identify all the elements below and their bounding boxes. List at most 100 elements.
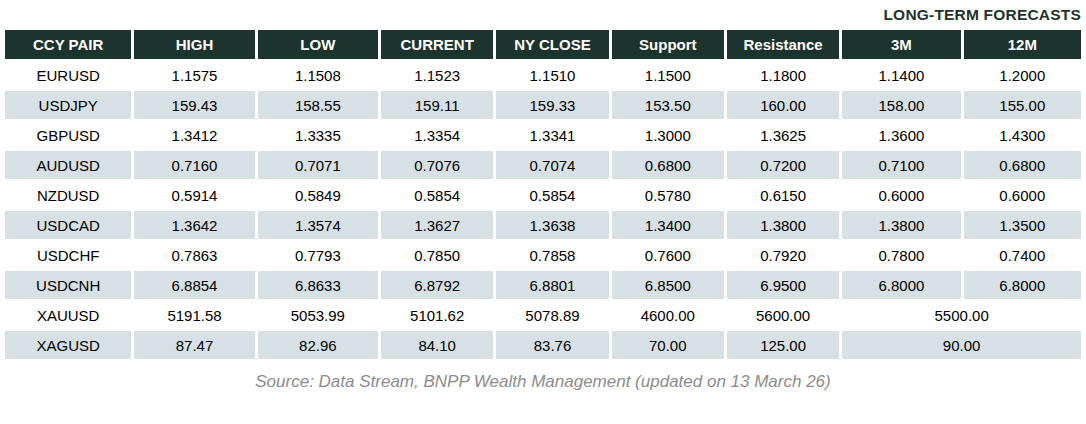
cell-low: 158.55 [258,91,378,119]
cell-low: 1.3574 [258,211,378,239]
cell-3m: 0.7100 [842,151,960,179]
cell-resistance: 0.7200 [727,151,839,179]
cell-high: 1.1575 [134,61,254,89]
table-row-usdchf: USDCHF0.78630.77930.78500.78580.76000.79… [5,241,1081,269]
column-header-support: Support [612,30,724,59]
cell-current: 159.11 [381,91,493,119]
cell-support: 0.6800 [612,151,724,179]
cell-high: 5191.58 [134,301,254,329]
cell-resistance: 160.00 [727,91,839,119]
cell-resistance: 0.7920 [727,241,839,269]
table-row-eurusd: EURUSD1.15751.15081.15231.15101.15001.18… [5,61,1081,89]
cell-current: 1.3627 [381,211,493,239]
cell-3m: 1.1400 [842,61,960,89]
cell-pair: EURUSD [5,61,131,89]
cell-3m: 6.8000 [842,271,960,299]
source-note: Source: Data Stream, BNPP Wealth Managem… [0,372,1086,392]
table-row-xagusd: XAGUSD87.4782.9684.1083.7670.00125.0090.… [5,331,1081,359]
cell-current: 5101.62 [381,301,493,329]
cell-support: 1.3400 [612,211,724,239]
cell-support: 0.7600 [612,241,724,269]
column-header-12m: 12M [964,30,1081,59]
cell-3m: 1.3800 [842,211,960,239]
cell-ny-close: 0.5854 [496,181,608,209]
cell-current: 1.1523 [381,61,493,89]
cell-resistance: 1.3800 [727,211,839,239]
cell-ny-close: 1.1510 [496,61,608,89]
cell-12m: 0.6800 [964,151,1081,179]
cell-high: 0.7863 [134,241,254,269]
cell-ny-close: 1.3638 [496,211,608,239]
long-term-forecasts-label: LONG-TERM FORECASTS [0,0,1086,28]
cell-low: 0.7071 [258,151,378,179]
cell-pair: USDCNH [5,271,131,299]
table-row-xauusd: XAUUSD5191.585053.995101.625078.894600.0… [5,301,1081,329]
cell-resistance: 1.3625 [727,121,839,149]
cell-low: 1.3335 [258,121,378,149]
cell-ny-close: 5078.89 [496,301,608,329]
column-header-ccy-pair: CCY PAIR [5,30,131,59]
fx-forecast-report: LONG-TERM FORECASTS CCY PAIRHIGHLOWCURRE… [0,0,1086,424]
cell-12m: 155.00 [964,91,1081,119]
table-row-gbpusd: GBPUSD1.34121.33351.33541.33411.30001.36… [5,121,1081,149]
column-header-resistance: Resistance [727,30,839,59]
cell-support: 1.3000 [612,121,724,149]
cell-resistance: 6.9500 [727,271,839,299]
cell-resistance: 0.6150 [727,181,839,209]
fx-forecast-table: CCY PAIRHIGHLOWCURRENTNY CLOSESupportRes… [2,28,1084,361]
cell-support: 6.8500 [612,271,724,299]
cell-current: 0.7076 [381,151,493,179]
cell-pair: USDCAD [5,211,131,239]
cell-support: 4600.00 [612,301,724,329]
cell-current: 6.8792 [381,271,493,299]
cell-ny-close: 83.76 [496,331,608,359]
cell-current: 0.7850 [381,241,493,269]
table-row-usdjpy: USDJPY159.43158.55159.11159.33153.50160.… [5,91,1081,119]
cell-3m: 158.00 [842,91,960,119]
cell-ny-close: 0.7074 [496,151,608,179]
cell-12m: 1.3500 [964,211,1081,239]
cell-12m: 0.7400 [964,241,1081,269]
column-header-ny-close: NY CLOSE [496,30,608,59]
cell-high: 0.7160 [134,151,254,179]
cell-pair: XAGUSD [5,331,131,359]
cell-high: 1.3412 [134,121,254,149]
cell-low: 82.96 [258,331,378,359]
cell-low: 0.7793 [258,241,378,269]
cell-support: 153.50 [612,91,724,119]
cell-support: 70.00 [612,331,724,359]
cell-support: 1.1500 [612,61,724,89]
table-row-audusd: AUDUSD0.71600.70710.70760.70740.68000.72… [5,151,1081,179]
cell-low: 1.1508 [258,61,378,89]
cell-high: 1.3642 [134,211,254,239]
table-row-nzdusd: NZDUSD0.59140.58490.58540.58540.57800.61… [5,181,1081,209]
cell-pair: XAUUSD [5,301,131,329]
cell-3m: 0.7800 [842,241,960,269]
cell-current: 1.3354 [381,121,493,149]
column-header-high: HIGH [134,30,254,59]
column-header-3m: 3M [842,30,960,59]
cell-forecast-merged: 5500.00 [842,301,1081,329]
cell-pair: USDCHF [5,241,131,269]
cell-3m: 1.3600 [842,121,960,149]
cell-ny-close: 159.33 [496,91,608,119]
cell-low: 6.8633 [258,271,378,299]
cell-current: 0.5854 [381,181,493,209]
cell-12m: 0.6000 [964,181,1081,209]
table-header-row: CCY PAIRHIGHLOWCURRENTNY CLOSESupportRes… [5,30,1081,59]
cell-forecast-merged: 90.00 [842,331,1081,359]
cell-resistance: 5600.00 [727,301,839,329]
cell-pair: GBPUSD [5,121,131,149]
cell-low: 0.5849 [258,181,378,209]
cell-ny-close: 1.3341 [496,121,608,149]
column-header-current: CURRENT [381,30,493,59]
cell-pair: NZDUSD [5,181,131,209]
cell-high: 0.5914 [134,181,254,209]
table-row-usdcnh: USDCNH6.88546.86336.87926.88016.85006.95… [5,271,1081,299]
cell-12m: 1.2000 [964,61,1081,89]
cell-resistance: 1.1800 [727,61,839,89]
cell-current: 84.10 [381,331,493,359]
table-row-usdcad: USDCAD1.36421.35741.36271.36381.34001.38… [5,211,1081,239]
column-header-low: LOW [258,30,378,59]
cell-3m: 0.6000 [842,181,960,209]
